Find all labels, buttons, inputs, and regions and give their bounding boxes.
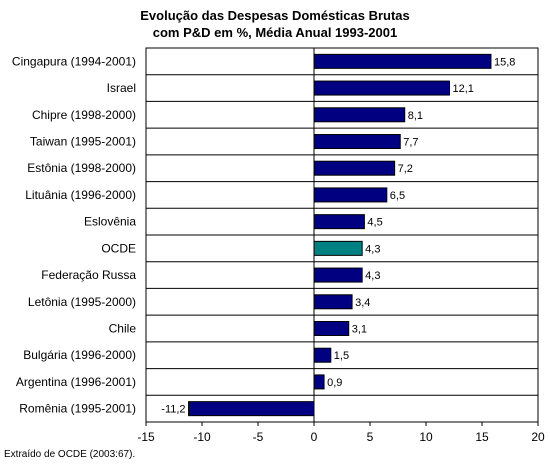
category-label: Eslovênia <box>84 215 136 229</box>
x-tick-label: 10 <box>419 430 433 444</box>
category-label: Taiwan (1995-2001) <box>30 135 136 149</box>
bar <box>313 240 363 256</box>
bar <box>313 294 353 310</box>
x-tick-label: 5 <box>367 430 374 444</box>
value-label: 4,5 <box>367 217 382 229</box>
bar <box>313 374 325 390</box>
value-label: 7,7 <box>403 137 418 149</box>
value-label: 3,4 <box>355 297 370 309</box>
bar <box>313 187 388 203</box>
bar <box>313 53 492 69</box>
value-label: 8,1 <box>408 110 423 122</box>
value-label: 1,5 <box>334 350 349 362</box>
category-label: OCDE <box>101 241 136 255</box>
x-tick-label: 0 <box>311 430 318 444</box>
x-tick-label: -10 <box>193 430 211 444</box>
bar <box>313 134 401 149</box>
value-label: 12,1 <box>453 83 474 95</box>
category-label: Bulgária (1996-2000) <box>23 348 136 362</box>
category-label: Letônia (1995-2000) <box>28 295 136 309</box>
value-label: -11,2 <box>161 404 185 416</box>
value-label: 4,3 <box>365 243 380 255</box>
value-label: 4,3 <box>365 270 380 282</box>
bar <box>188 401 315 417</box>
bar <box>313 160 396 176</box>
value-label: 3,1 <box>352 324 367 336</box>
category-label: Chipre (1998-2000) <box>32 108 136 122</box>
chart-title-line2: com P&D em %, Média Anual 1993-2001 <box>152 25 398 40</box>
category-label: Israel <box>107 81 136 95</box>
x-tick-label: 15 <box>475 430 489 444</box>
value-label: 15,8 <box>494 56 515 68</box>
category-label: Cingapura (1994-2001) <box>12 54 136 68</box>
value-label: 7,2 <box>398 163 413 175</box>
bar <box>313 107 406 123</box>
category-label: Estônia (1998-2000) <box>27 161 136 175</box>
x-tick-label: 20 <box>531 430 545 444</box>
bar <box>313 80 451 96</box>
x-tick-label: -15 <box>137 430 155 444</box>
bar <box>313 321 350 336</box>
value-label: 0,9 <box>327 377 342 389</box>
source-note: Extraído de OCDE (2003:67). <box>4 449 136 460</box>
x-tick-label: -5 <box>253 430 264 444</box>
category-label: Federação Russa <box>41 268 136 282</box>
bar <box>313 347 332 363</box>
value-label: 6,5 <box>390 190 405 202</box>
category-label: Chile <box>109 322 137 336</box>
category-label: Lituânia (1996-2000) <box>25 188 136 202</box>
chart-title-line1: Evolução das Despesas Domésticas Brutas <box>140 8 410 23</box>
category-label: Argentina (1996-2001) <box>16 375 136 389</box>
bar <box>313 267 363 283</box>
category-label: Romênia (1995-2001) <box>19 402 136 416</box>
bar <box>313 214 365 230</box>
